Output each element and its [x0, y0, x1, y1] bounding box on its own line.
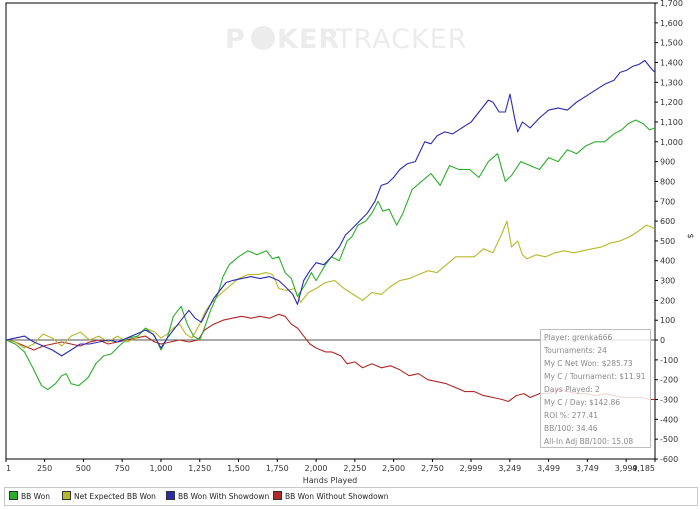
y-tick-label: 400	[660, 257, 675, 266]
plot-border	[5, 2, 656, 460]
y-tick-label: 700	[660, 197, 675, 206]
x-axis: 1 250 500 750 1,000 1,250 1,500 1,750 2,000 2,250…	[5, 459, 656, 473]
y-tick-label: 600	[660, 217, 675, 226]
legend-swatch-without-showdown	[273, 491, 282, 500]
stat-per-tournament: My C / Tournament: $11.91	[544, 372, 646, 381]
legend-swatch-net-expected	[62, 491, 71, 500]
x-tick-label: 3,999	[615, 464, 638, 473]
y-tick-label: -300	[660, 396, 678, 405]
y-tick-label: 100	[660, 316, 675, 325]
y-tick-label: -400	[660, 415, 678, 424]
watermark-text-tracker: TRACKER	[335, 24, 468, 55]
watermark-text-ker: KER	[277, 24, 340, 55]
x-tick-label: 2,500	[382, 464, 405, 473]
y-tick-label: 1,500	[660, 39, 683, 48]
y-tick-label: 1,300	[660, 78, 683, 87]
y-tick-label: 200	[660, 296, 675, 305]
x-tick-label: 1,250	[188, 464, 211, 473]
pokertracker-watermark: P KER TRACKER	[225, 24, 468, 55]
y-tick-label: -100	[660, 356, 678, 365]
y-tick-label: -500	[660, 435, 678, 444]
legend-item-bb-won-without-showdown[interactable]: BB Won Without Showdown	[273, 491, 389, 502]
y-tick-label: 1,700	[660, 0, 683, 8]
x-axis-title: Hands Played	[303, 476, 357, 485]
series-line-bb-won-with-showdown	[5, 59, 656, 357]
x-tick-label: 250	[37, 464, 52, 473]
y-tick-label: 1,400	[660, 58, 683, 67]
series-line-bb-won	[5, 119, 656, 391]
player-stats-box: Player: grenka666 Tournaments: 24 My C N…	[540, 329, 651, 448]
y-tick-label: 500	[660, 237, 675, 246]
legend-item-bb-won-with-showdown[interactable]: BB Won With Showdown	[166, 491, 269, 502]
series-line-net-expected-bb-won	[5, 220, 656, 349]
x-tick-label: 3,749	[576, 464, 599, 473]
stat-allin-adj-bb-100: All-In Adj BB/100: 15.08	[544, 437, 634, 446]
y-tick-label: 1,200	[660, 98, 683, 107]
legend-label: Net Expected BB Won	[74, 492, 156, 501]
y-tick-label: -600	[660, 455, 678, 464]
x-tick-label: 3,249	[498, 464, 521, 473]
chart-canvas: P KER TRACKER 1,7001,6001,5001,4001,3001…	[5, 0, 695, 485]
stat-days-played: Days Played: 2	[544, 385, 600, 394]
x-tick-label: 1,000	[150, 464, 173, 473]
legend-swatch-with-showdown	[166, 491, 175, 500]
y-tick-label: 800	[660, 177, 675, 186]
y-tick-label: 1,600	[660, 19, 683, 28]
y-tick-label: 300	[660, 277, 675, 286]
stat-bb-100: BB/100: 34.46	[544, 424, 598, 433]
y-tick-label: 1,100	[660, 118, 683, 127]
x-tick-label: 2,999	[460, 464, 483, 473]
legend-label: BB Won	[21, 492, 50, 501]
x-tick-label: 1,750	[266, 464, 289, 473]
x-tick-label: 2,750	[421, 464, 444, 473]
y-tick-label: 1,000	[660, 138, 683, 147]
stat-player: Player: grenka666	[544, 333, 613, 342]
y-axis-title: $	[686, 233, 695, 238]
stat-tournaments: Tournaments: 24	[544, 346, 607, 355]
x-tick-label: 1,500	[227, 464, 250, 473]
x-tick-label: 3,499	[537, 464, 560, 473]
legend-item-bb-won[interactable]: BB Won	[9, 491, 50, 502]
stat-per-day: My C / Day: $142.86	[544, 398, 621, 407]
legend-swatch-bb-won	[9, 491, 18, 500]
x-tick-label: 2,000	[305, 464, 328, 473]
legend-label: BB Won Without Showdown	[285, 492, 389, 501]
watermark-chip-icon	[251, 26, 275, 50]
y-tick-label: 0	[660, 336, 665, 345]
stat-roi: ROI %: 277.41	[544, 411, 598, 420]
watermark-text-p: P	[225, 24, 246, 55]
stat-net-won: My C Net Won: $285.73	[544, 359, 633, 368]
y-tick-label: 900	[660, 158, 675, 167]
y-tick-label: -200	[660, 376, 678, 385]
x-tick-label: 2,250	[343, 464, 366, 473]
legend: BB Won Net Expected BB Won BB Won With S…	[4, 487, 698, 506]
y-axis: 1,700 1,600 1,500 1,400 1,300 1,200 1,100 1,000…	[655, 0, 683, 464]
legend-item-net-expected[interactable]: Net Expected BB Won	[62, 491, 156, 502]
x-tick-label: 500	[76, 464, 91, 473]
legend-label: BB Won With Showdown	[178, 492, 270, 501]
x-tick-label: 4,185	[632, 464, 655, 473]
x-tick-label: 750	[115, 464, 130, 473]
x-tick-label: 1	[6, 464, 11, 473]
